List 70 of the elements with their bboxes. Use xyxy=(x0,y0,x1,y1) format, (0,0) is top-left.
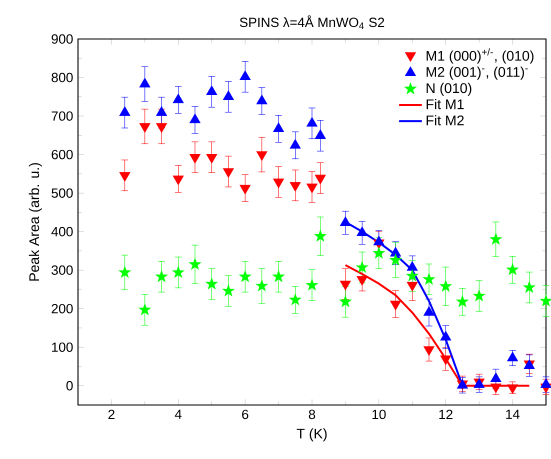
x-tick-label: 12 xyxy=(439,410,452,420)
point xyxy=(189,258,201,270)
point xyxy=(406,261,418,271)
y-tick-label: 900 xyxy=(52,34,73,44)
point xyxy=(272,270,285,282)
point xyxy=(222,284,234,296)
point xyxy=(172,94,184,104)
point xyxy=(273,122,284,132)
point xyxy=(222,90,234,100)
point xyxy=(372,246,385,258)
point xyxy=(424,306,434,316)
legend-label: Fit M2 xyxy=(426,115,464,126)
point xyxy=(373,236,384,246)
point xyxy=(240,70,251,80)
y-tick-label: 600 xyxy=(52,150,73,160)
point xyxy=(473,290,486,302)
chart-title: SPINS λ=4Å MnWO$_{4}$ S2 xyxy=(240,15,384,29)
point xyxy=(356,261,368,273)
point xyxy=(506,263,519,275)
point xyxy=(339,295,352,307)
x-tick-label: 4 xyxy=(174,410,182,419)
point xyxy=(206,86,218,96)
y-tick-label: 100 xyxy=(52,342,73,352)
legend-label: M1 (000)$^{+/-}$, (010) xyxy=(426,48,534,64)
point xyxy=(119,106,130,116)
point xyxy=(306,117,318,127)
point xyxy=(256,280,268,292)
y-tick-label: 700 xyxy=(52,111,73,121)
legend-label: N (010) xyxy=(426,82,472,96)
legend-label: Fit M1 xyxy=(426,98,464,110)
point xyxy=(239,270,252,282)
point xyxy=(156,270,168,282)
point xyxy=(118,266,131,278)
point xyxy=(440,330,452,340)
x-tick-label: 8 xyxy=(308,410,316,420)
point xyxy=(314,129,326,139)
y-tick-label: 500 xyxy=(52,188,73,198)
point xyxy=(390,246,402,256)
point xyxy=(206,278,218,290)
x-tick-label: 2 xyxy=(108,410,114,420)
x-tick-label: 14 xyxy=(506,410,520,419)
point xyxy=(306,278,318,290)
y-tick-label: 200 xyxy=(52,304,73,314)
point xyxy=(256,94,268,104)
point xyxy=(340,216,351,226)
point xyxy=(290,139,301,149)
point xyxy=(314,230,326,242)
point xyxy=(490,233,502,244)
x-tick-label: 10 xyxy=(372,410,386,420)
point xyxy=(523,281,536,293)
point xyxy=(172,266,184,278)
point xyxy=(138,304,151,315)
y-tick-label: 400 xyxy=(51,226,73,236)
x-axis-title: T (K) xyxy=(296,428,327,442)
point xyxy=(440,280,452,292)
point xyxy=(423,273,435,285)
point xyxy=(139,78,150,88)
x-tick-label: 6 xyxy=(242,410,248,420)
y-axis-title: Peak Area (arb. u.) xyxy=(28,163,42,281)
point xyxy=(190,114,200,124)
point xyxy=(356,226,368,236)
point xyxy=(490,372,502,382)
point xyxy=(156,106,168,116)
y-tick-label: 300 xyxy=(52,265,73,275)
y-tick-label: 800 xyxy=(52,72,73,82)
legend-label: M2 (001)$^{-}$, (011)$^{-}$ xyxy=(426,66,528,80)
point xyxy=(406,270,418,282)
point xyxy=(289,294,302,305)
y-tick-label: 0 xyxy=(66,381,73,390)
point xyxy=(456,295,468,307)
